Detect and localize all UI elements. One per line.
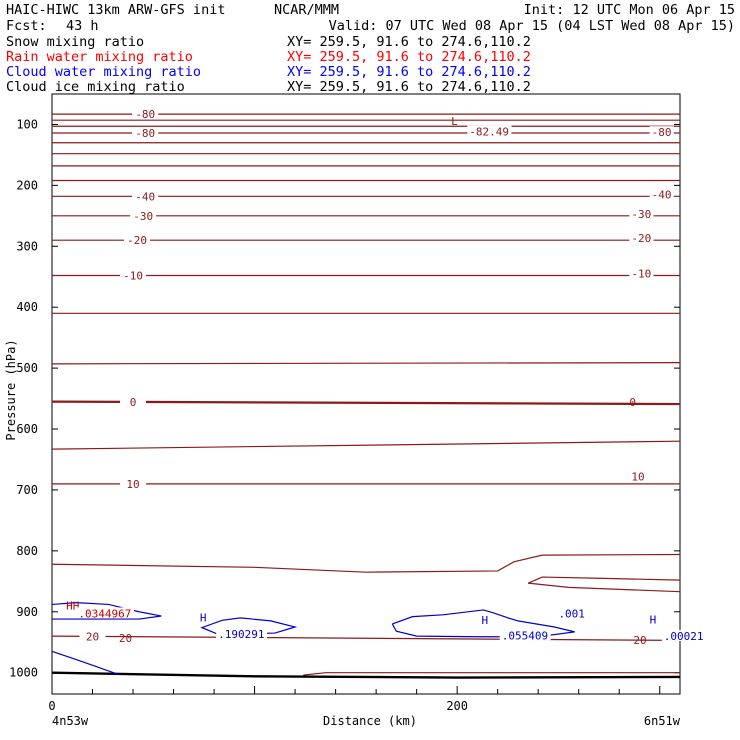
legend-label: Rain water mixing ratio: [6, 49, 193, 65]
annotation-bg: [649, 126, 674, 138]
contour-annotation: H: [200, 612, 207, 625]
model-title: HAIC-HIWC 13km ARW-GFS init: [6, 2, 225, 18]
temperature-contour-label: 0: [130, 396, 137, 409]
temperature-contour: [51, 635, 681, 641]
contour-annotation: L: [451, 115, 458, 128]
annotation-bg: [629, 207, 654, 219]
y-tick-label: 700: [16, 483, 38, 497]
contour-label-bg: [132, 108, 159, 120]
contour-label-bg: [120, 269, 147, 281]
init-time: Init: 12 UTC Mon 06 Apr 15: [524, 2, 735, 18]
contour-annotation: .055409: [502, 629, 548, 642]
annotation-bg: [216, 628, 268, 640]
contour-label-bg: [79, 630, 106, 642]
contour-annotation: 0: [629, 396, 636, 409]
plot-frame: [51, 93, 681, 695]
forecast-hours: 43 h: [66, 18, 99, 34]
temperature-contour-label: -40: [135, 190, 155, 203]
legend-label: Cloud water mixing ratio: [6, 64, 201, 80]
contour-label-bg: [124, 234, 151, 246]
contour-annotation: H: [481, 614, 488, 627]
y-tick-label: 100: [16, 117, 38, 131]
temperature-contour: [51, 553, 681, 573]
y-tick-label: 400: [16, 300, 38, 314]
contour-annotation: -20: [631, 232, 651, 245]
temperature-contour-label: -20: [127, 234, 147, 247]
temperature-contour: [527, 576, 681, 584]
contour-annotation: -40: [652, 188, 672, 201]
temperature-contour: [51, 400, 681, 406]
right-endpoint-label: 6n51w: [644, 714, 681, 728]
annotation-bg: [629, 267, 654, 279]
contour-label-bg: [132, 190, 159, 202]
contour-label-bg: [132, 126, 159, 138]
x-axis-title: Distance (km): [323, 714, 417, 728]
x-tick-label: 0: [48, 699, 55, 713]
forecast-label: Fcst:: [6, 18, 47, 34]
x-tick-label: 200: [446, 699, 468, 713]
legend-label: Snow mixing ratio: [6, 34, 144, 50]
legend-coordinates: XY= 259.5, 91.6 to 274.6,110.2: [287, 64, 531, 80]
annotation-bg: [661, 629, 706, 641]
contour-annotation: -82.49: [469, 126, 509, 139]
annotation-bg: [76, 607, 134, 619]
temperature-contour: [51, 440, 681, 450]
contour-annotation: .001: [558, 607, 585, 620]
temperature-contour-label: -80: [135, 127, 155, 140]
contour-label-bg: [130, 209, 157, 221]
temperature-contour-label: -10: [123, 270, 143, 283]
y-tick-label: 800: [16, 544, 38, 558]
contour-annotation: 20: [633, 634, 646, 647]
contour-annotation: -30: [631, 208, 651, 221]
y-tick-label: 500: [16, 361, 38, 375]
legend-coordinates: XY= 259.5, 91.6 to 274.6,110.2: [287, 49, 531, 65]
contour-annotation: 10: [631, 470, 644, 483]
annotation-bg: [499, 629, 551, 641]
contour-annotation: -80: [652, 126, 672, 139]
ground-surface-line: [51, 671, 681, 679]
contour-annotation: HH: [66, 600, 79, 613]
temperature-contour: [303, 672, 680, 676]
contour-label-bg: [120, 395, 147, 407]
cloud-water-contour: [51, 650, 120, 676]
temperature-contour-label: 10: [126, 478, 139, 491]
y-tick-label: 900: [16, 605, 38, 619]
y-tick-label: 300: [16, 239, 38, 253]
contour-annotation: 20: [119, 632, 132, 645]
legend-coordinates: XY= 259.5, 91.6 to 274.6,110.2: [287, 79, 531, 95]
temperature-contour: [51, 362, 681, 365]
temperature-contour-label: 20: [86, 630, 99, 643]
y-tick-label: 200: [16, 178, 38, 192]
temperature-contour: [528, 582, 681, 593]
temperature-contour-label: -30: [133, 210, 153, 223]
annotation-bg: [649, 188, 674, 200]
header: HAIC-HIWC 13km ARW-GFS init NCAR/MMM Ini…: [6, 2, 735, 34]
contour-label-bg: [120, 477, 147, 489]
contour-annotation: .0344967: [78, 607, 131, 620]
y-axis-title: Pressure (hPa): [4, 339, 18, 440]
annotation-bg: [556, 607, 588, 619]
left-endpoint-label: 4n53w: [52, 714, 89, 728]
temperature-contour-label: -80: [135, 108, 155, 121]
valid-time: Valid: 07 UTC Wed 08 Apr 15 (04 LST Wed …: [329, 18, 735, 34]
organization-label: NCAR/MMM: [274, 2, 339, 18]
y-tick-label: 600: [16, 422, 38, 436]
legend-label: Cloud ice mixing ratio: [6, 79, 185, 95]
cloud-water-contour: [51, 602, 162, 620]
contour-annotation: -10: [631, 268, 651, 281]
contour-annotation: H: [650, 614, 657, 627]
y-tick-label: 1000: [9, 666, 38, 680]
legend: Snow mixing ratio XY= 259.5, 91.6 to 274.…: [6, 34, 531, 95]
annotation-bg: [629, 232, 654, 244]
contour-annotation: .00021: [664, 630, 704, 643]
annotation-bg: [467, 125, 512, 137]
legend-coordinates: XY= 259.5, 91.6 to 274.6,110.2: [287, 34, 531, 50]
cloud-water-contour: [391, 609, 575, 638]
contour-annotation: .190291: [218, 628, 264, 641]
